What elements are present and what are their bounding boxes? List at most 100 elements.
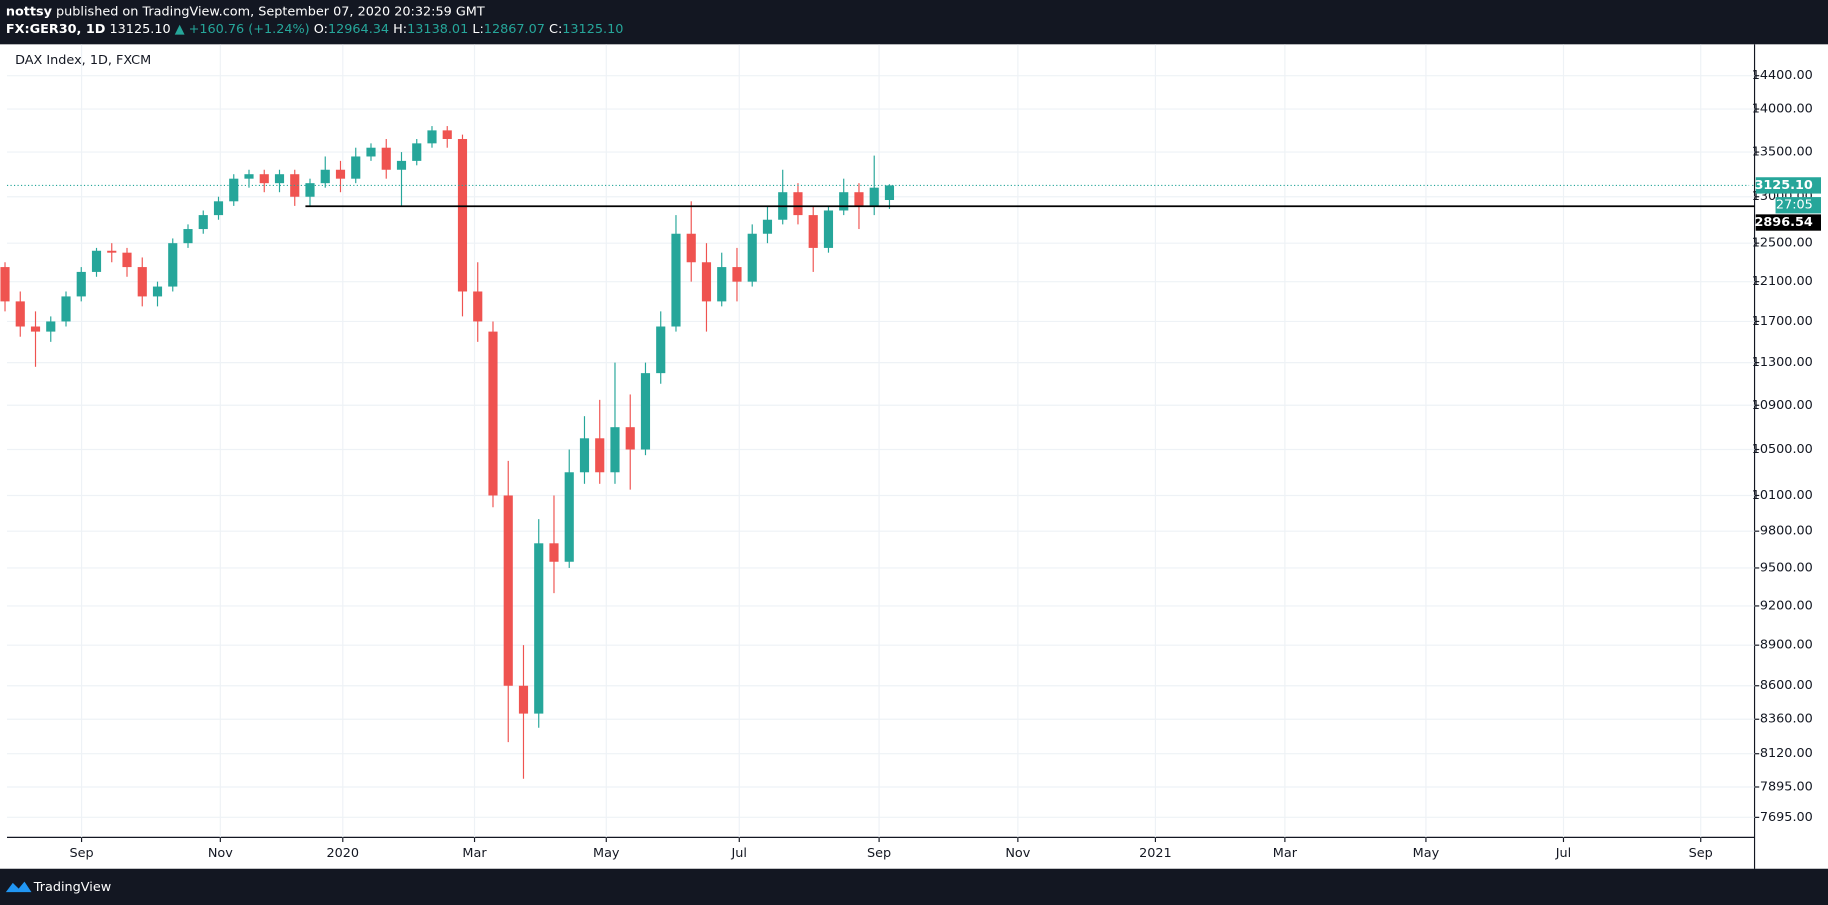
candle-body	[656, 326, 666, 374]
candle-body	[686, 233, 696, 263]
x-tick-label: 2020	[326, 846, 359, 861]
candle-body	[91, 250, 102, 272]
countdown-label: 27:05	[1776, 198, 1813, 213]
ohlc-value: 13138.01	[407, 22, 468, 37]
candle-body	[518, 685, 529, 714]
candle-body	[396, 160, 407, 170]
last-price-box	[1755, 177, 1822, 194]
candle-body	[854, 192, 864, 206]
y-tick-label: 8360.00	[1760, 712, 1813, 727]
y-tick-label: 7695.00	[1760, 810, 1813, 825]
candle-body	[183, 229, 193, 244]
y-tick-label: 10500.00	[1752, 442, 1813, 457]
candle-body	[168, 243, 178, 287]
ohlc-value: 13125.10	[562, 22, 623, 37]
y-tick-label: 8120.00	[1760, 746, 1813, 761]
x-tick-label: May	[593, 846, 620, 861]
x-tick-label: Mar	[462, 846, 487, 861]
candle-body	[0, 267, 10, 302]
candle-body	[732, 267, 742, 282]
candle-body	[46, 321, 56, 332]
candle-body	[335, 169, 346, 179]
y-tick-label: 10100.00	[1752, 488, 1813, 503]
candle-body	[427, 130, 437, 144]
symbol: FX:GER30, 1D	[6, 22, 106, 37]
candle-body	[701, 262, 712, 302]
y-tick-label: 14400.00	[1752, 68, 1813, 83]
candle-body	[198, 215, 208, 230]
candle-body	[549, 543, 559, 562]
candle-body	[320, 169, 330, 184]
support-label: 12896.54	[1746, 215, 1813, 230]
candle-body	[488, 331, 498, 496]
candle-body	[442, 130, 452, 140]
y-tick-label: 7895.00	[1760, 779, 1813, 794]
support-label-box	[1755, 214, 1822, 231]
ohlc-label: H:	[393, 22, 407, 37]
ohlc-label: C:	[549, 22, 562, 37]
candle-body	[762, 219, 773, 234]
candle-body	[884, 185, 895, 201]
y-tick-label: 11700.00	[1752, 314, 1813, 329]
y-tick-label: 9800.00	[1760, 524, 1813, 539]
candle-body	[717, 267, 727, 302]
ohlc-value: 12964.34	[328, 22, 389, 37]
candle-body	[137, 267, 147, 297]
candle-body	[534, 543, 544, 714]
y-tick-label: 8600.00	[1760, 678, 1813, 693]
candle-body	[610, 427, 620, 473]
candle-body	[61, 296, 71, 322]
candle-body	[412, 143, 422, 161]
footer-brand: TradingView	[33, 880, 111, 895]
grid	[6, 44, 1755, 838]
chart-background	[0, 44, 1828, 869]
candle-body	[640, 373, 651, 450]
candle-body	[457, 139, 468, 292]
candle-body	[274, 174, 285, 184]
candle-body	[381, 147, 391, 170]
x-tick-label: 2021	[1139, 846, 1172, 861]
candle-body	[579, 438, 590, 473]
x-tick-label: Sep	[867, 846, 891, 861]
candle-body	[564, 472, 574, 562]
candle-body	[595, 438, 605, 473]
x-tick-label: Jul	[731, 846, 747, 861]
candle-body	[107, 250, 117, 253]
ohlc-value: 12867.07	[484, 22, 545, 37]
quote-line: FX:GER30, 1D 13125.10 ▲ +160.76 (+1.24%)…	[6, 22, 624, 37]
candle-body	[671, 233, 681, 327]
candle-body	[229, 178, 239, 202]
published: published on TradingView.com, September …	[56, 4, 485, 19]
price: 13125.10	[109, 22, 170, 37]
x-tick-label: Sep	[69, 846, 93, 861]
candle-body	[15, 301, 25, 327]
x-tick-label: Jul	[1555, 846, 1571, 861]
ohlc-label: O:	[314, 22, 328, 37]
candle-body	[351, 156, 361, 179]
x-tick-label: Mar	[1273, 846, 1298, 861]
x-tick-label: Nov	[1005, 846, 1030, 861]
y-tick-label: 8900.00	[1760, 638, 1813, 653]
x-tick-label: Nov	[208, 846, 233, 861]
header-bar	[0, 0, 1828, 45]
y-tick-label: 9200.00	[1760, 598, 1813, 613]
candle-body	[366, 147, 376, 157]
author: nottsy	[6, 4, 53, 19]
y-tick-label: 13500.00	[1752, 145, 1813, 160]
candle-body	[30, 326, 41, 332]
last-price-label: 13125.10	[1746, 178, 1813, 193]
y-tick-label: 14000.00	[1752, 102, 1813, 117]
candle-body	[473, 291, 483, 322]
candle-body	[839, 192, 849, 211]
candle-body	[869, 187, 879, 206]
candle-body	[244, 174, 254, 179]
y-tick-label: 9500.00	[1760, 560, 1813, 575]
candle-body	[793, 192, 803, 216]
chart-title: DAX Index, 1D, FXCM	[15, 53, 151, 68]
candle-body	[259, 174, 269, 184]
y-tick-label: 11300.00	[1752, 355, 1813, 370]
header-line: nottsy published on TradingView.com, Sep…	[6, 4, 485, 19]
candle-body	[747, 233, 757, 282]
countdown-box	[1775, 197, 1822, 214]
